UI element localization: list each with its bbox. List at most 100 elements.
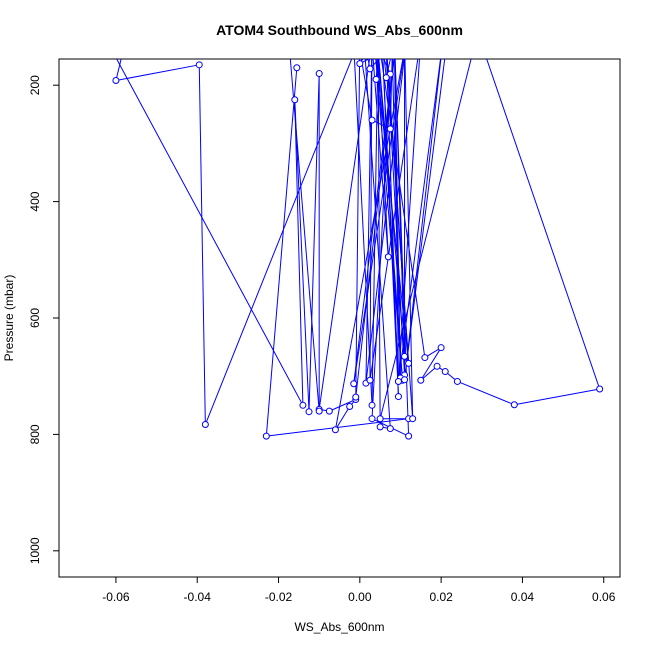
series-segment bbox=[383, 59, 391, 75]
data-point bbox=[453, 377, 461, 385]
data-point bbox=[401, 376, 409, 384]
series-segment bbox=[353, 59, 395, 384]
data-point bbox=[350, 380, 358, 388]
series-segment bbox=[355, 59, 395, 398]
data-point bbox=[123, 36, 129, 42]
x-tick-label: 0.02 bbox=[429, 590, 453, 604]
x-tick-label: 0.06 bbox=[592, 590, 616, 604]
series-segment bbox=[354, 39, 358, 45]
data-point bbox=[376, 423, 384, 431]
data-point bbox=[376, 59, 381, 60]
data-point bbox=[389, 47, 395, 53]
data-point bbox=[433, 362, 441, 370]
data-point bbox=[372, 75, 380, 83]
series-0 bbox=[103, 30, 604, 440]
data-point bbox=[386, 425, 394, 433]
series-segment bbox=[115, 59, 122, 81]
series-segment bbox=[404, 59, 446, 380]
data-point bbox=[376, 415, 384, 423]
series-segment bbox=[318, 59, 371, 410]
data-point bbox=[386, 125, 394, 133]
series-segment bbox=[365, 59, 405, 384]
data-point bbox=[201, 421, 209, 429]
y-tick-label: 400 bbox=[28, 191, 42, 211]
data-point bbox=[351, 41, 357, 47]
data-point bbox=[383, 47, 389, 53]
plot-frame bbox=[58, 58, 621, 578]
series-segment bbox=[353, 59, 373, 406]
y-tick-label: 600 bbox=[28, 308, 42, 328]
data-point bbox=[368, 401, 376, 409]
data-point bbox=[596, 385, 604, 393]
data-point bbox=[305, 408, 313, 416]
y-axis: 200 400 600 800 1000 bbox=[28, 75, 60, 564]
data-point bbox=[437, 344, 445, 352]
x-tick-label: 0.04 bbox=[511, 590, 535, 604]
y-axis-label: Pressure (mbar) bbox=[2, 275, 16, 362]
series-segment bbox=[386, 50, 392, 56]
series-segment bbox=[115, 64, 200, 82]
data-point bbox=[368, 415, 376, 423]
series-segment bbox=[353, 59, 404, 384]
data-point bbox=[383, 41, 389, 47]
series-segment bbox=[355, 59, 361, 398]
series-segment bbox=[198, 64, 206, 425]
data-point bbox=[112, 77, 120, 85]
data-point bbox=[291, 96, 299, 104]
data-point bbox=[417, 376, 425, 384]
series-segment bbox=[378, 59, 404, 381]
y-tick-label: 800 bbox=[28, 424, 42, 444]
data-point bbox=[369, 41, 375, 47]
series-segment bbox=[514, 388, 600, 406]
x-axis: -0.06 -0.04 -0.02 0.00 0.02 0.04 0.06 bbox=[102, 576, 616, 604]
data-point bbox=[315, 70, 323, 78]
series-segment bbox=[397, 59, 442, 382]
series-segment bbox=[360, 59, 373, 121]
series-segment bbox=[404, 59, 442, 380]
series-segment bbox=[369, 59, 419, 381]
series-segment bbox=[369, 59, 373, 381]
series-segment bbox=[204, 59, 353, 425]
x-tick-label: 0.00 bbox=[348, 590, 372, 604]
series-segment bbox=[359, 59, 364, 64]
data-point bbox=[368, 116, 376, 124]
series-segment bbox=[116, 59, 304, 406]
data-point bbox=[195, 61, 203, 69]
data-point bbox=[475, 30, 481, 36]
data-point bbox=[375, 47, 381, 53]
data-point bbox=[401, 352, 409, 360]
series-segment bbox=[389, 59, 393, 129]
data-point bbox=[368, 59, 372, 60]
series-segment bbox=[371, 74, 391, 419]
data-point bbox=[103, 36, 109, 42]
y-tick-label: 1000 bbox=[28, 537, 42, 564]
series-segment bbox=[420, 347, 442, 381]
data-point bbox=[366, 65, 374, 73]
data-series bbox=[103, 30, 604, 440]
data-point bbox=[262, 432, 270, 440]
x-tick-label: -0.04 bbox=[184, 590, 212, 604]
series-segment bbox=[378, 59, 406, 357]
series-segment bbox=[486, 59, 601, 390]
series-segment bbox=[359, 59, 370, 65]
data-point bbox=[366, 376, 374, 384]
data-point bbox=[310, 41, 316, 47]
series-segment bbox=[335, 406, 351, 431]
x-tick-label: -0.02 bbox=[265, 590, 293, 604]
data-point bbox=[394, 393, 402, 401]
data-point bbox=[299, 401, 307, 409]
series-segment bbox=[397, 59, 420, 382]
series-segment bbox=[457, 380, 515, 406]
data-point bbox=[379, 41, 385, 47]
series-segment bbox=[329, 399, 356, 412]
data-point bbox=[293, 64, 301, 72]
y-tick-label: 200 bbox=[28, 75, 42, 95]
series-segment bbox=[365, 59, 373, 384]
data-point bbox=[510, 401, 518, 409]
series-segment bbox=[294, 99, 304, 406]
data-point bbox=[382, 74, 390, 82]
series-segment bbox=[377, 59, 381, 427]
series-segment bbox=[289, 39, 313, 45]
data-point bbox=[325, 407, 333, 415]
